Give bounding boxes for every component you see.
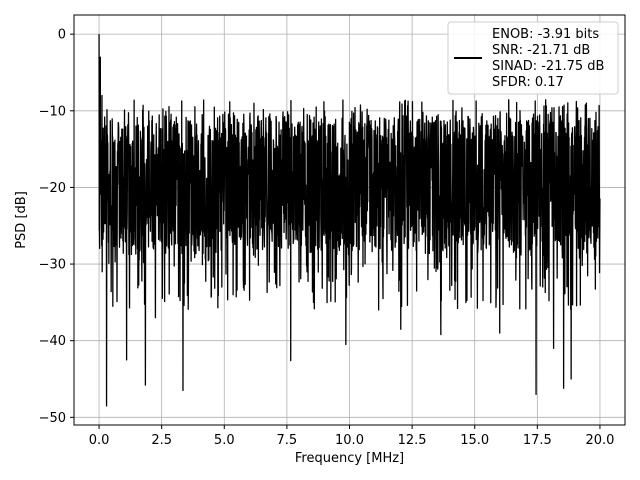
x-tick-label: 10.0	[335, 433, 364, 448]
y-tick-label: −50	[39, 411, 66, 426]
legend-box	[447, 21, 619, 95]
y-tick-label: −30	[39, 258, 66, 273]
y-tick-label: −20	[39, 181, 66, 196]
x-tick-label: 2.5	[151, 433, 172, 448]
legend-line-snr: SNR: -21.71 dB	[492, 43, 590, 58]
x-tick-label: 15.0	[460, 433, 489, 448]
psd-series-line	[98, 34, 601, 407]
x-tick-label: 5.0	[214, 433, 235, 448]
x-axis-title: Frequency [MHz]	[295, 451, 404, 466]
legend-line-enob: ENOB: -3.91 bits	[492, 27, 599, 42]
legend-line-sfdr: SFDR: 0.17	[492, 75, 564, 90]
y-axis-title: PSD [dB]	[14, 191, 29, 249]
x-ticks: 0.0 2.5 5.0 7.5 10.0 12.5 15.0 17.5 20.0	[89, 425, 614, 448]
legend-line-sinad: SINAD: -21.75 dB	[492, 59, 604, 74]
x-tick-label: 0.0	[89, 433, 110, 448]
x-tick-label: 12.5	[398, 433, 427, 448]
y-tick-label: 0	[58, 28, 66, 43]
y-ticks: 0 −10 −20 −30 −40 −50	[39, 28, 74, 426]
y-tick-label: −40	[39, 334, 66, 349]
legend: ENOB: -3.91 bits SNR: -21.71 dB SINAD: -…	[447, 21, 619, 95]
x-tick-label: 20.0	[585, 433, 614, 448]
y-tick-label: −10	[39, 104, 66, 119]
series-layer	[98, 34, 601, 407]
x-tick-label: 7.5	[277, 433, 298, 448]
x-tick-label: 17.5	[523, 433, 552, 448]
